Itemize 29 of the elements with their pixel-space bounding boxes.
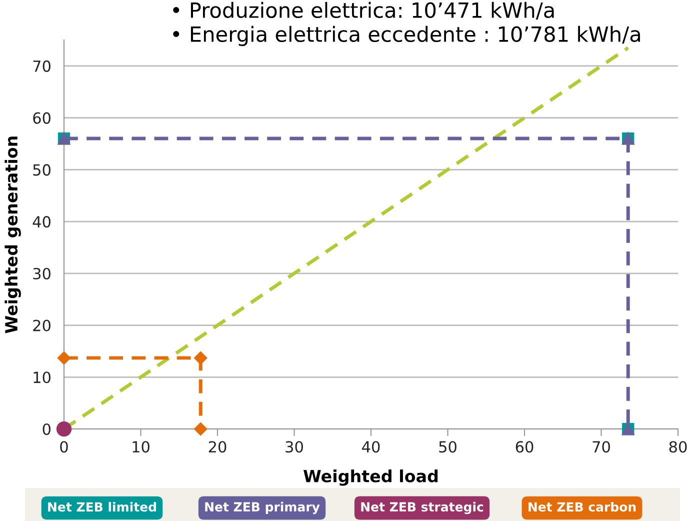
x-tick-label: 40 xyxy=(362,441,380,453)
x-tick-label: 80 xyxy=(669,441,687,453)
x-tick-label: 10 xyxy=(132,441,150,453)
x-tick-label: 20 xyxy=(208,441,226,453)
point xyxy=(194,422,208,436)
text: Net ZEB limited xyxy=(48,502,156,512)
text: • Produzione elettrica: 10’471 kWh/a xyxy=(173,2,554,20)
x-axis-title: Weighted load xyxy=(304,469,438,486)
x-tick-label: 60 xyxy=(516,441,534,453)
y-tick-label: 0 xyxy=(42,423,50,436)
text: Net ZEB carbon xyxy=(528,502,636,512)
y-tick-label: 70 xyxy=(33,60,50,72)
x-tick-label: 0 xyxy=(60,441,68,453)
y-axis-title: Weighted generation xyxy=(4,136,21,334)
annotation: • Energia elettrica eccedente : 10’781 kWh/a xyxy=(173,26,640,46)
x-tick-label: 30 xyxy=(286,441,303,453)
point xyxy=(194,351,208,365)
text: Net ZEB strategic xyxy=(361,502,484,514)
x-tick-label: 70 xyxy=(592,441,610,453)
y-tick-label: 20 xyxy=(33,320,50,332)
y-tick-label: 10 xyxy=(34,372,50,384)
y-tick-label: 50 xyxy=(33,164,50,176)
y-tick-label: 30 xyxy=(33,268,50,280)
y-tick-label: 40 xyxy=(32,216,50,228)
x-tick-label: 50 xyxy=(439,441,456,453)
text: Net ZEB primary xyxy=(205,502,320,514)
point xyxy=(57,351,71,365)
y-tick-label: 60 xyxy=(33,112,50,124)
point xyxy=(56,421,72,437)
